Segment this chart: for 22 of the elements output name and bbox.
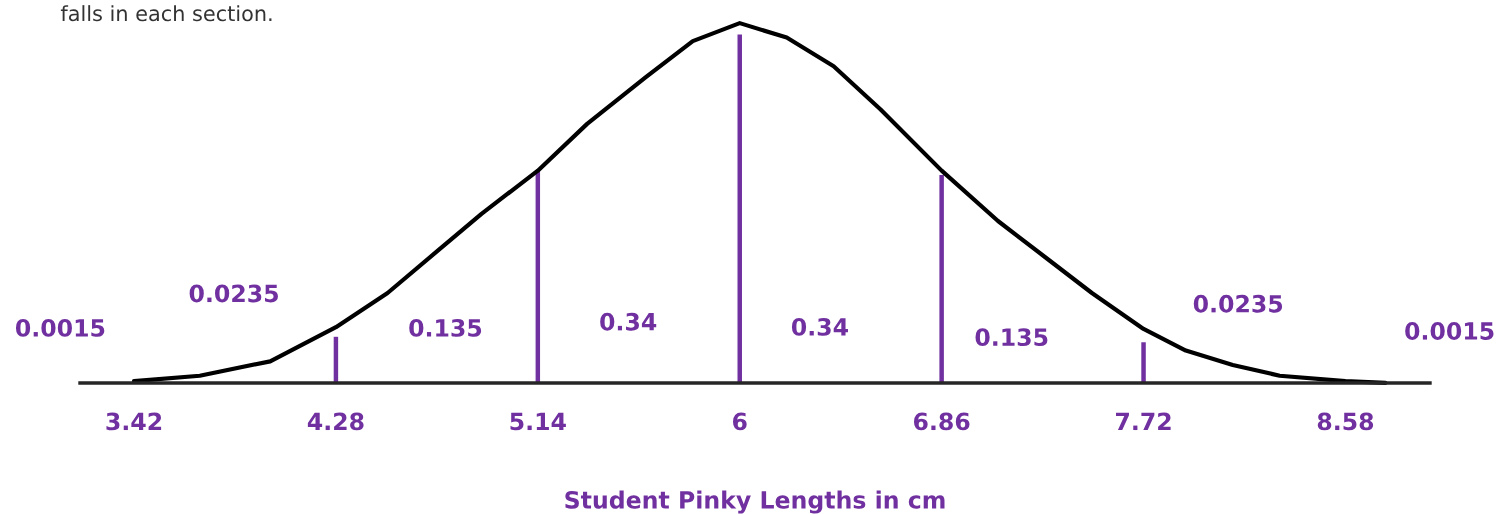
x-tick-label: 3.42: [106, 412, 162, 431]
bar: [736, 33, 744, 384]
text: falls in each section.: [60, 5, 272, 22]
annotation: 0.34: [791, 317, 848, 336]
bar: [534, 169, 542, 384]
x-tick-label: 7.72: [1116, 412, 1171, 431]
x-axis-title: Student Pinky Lengths in cm: [565, 490, 945, 514]
x-tick-label: 6: [732, 412, 747, 431]
bar: [332, 335, 340, 384]
annotation: 0.135: [975, 328, 1048, 347]
bar: [938, 173, 946, 384]
x-tick-label: 5.14: [510, 412, 566, 431]
annotation: 0.0015: [1405, 322, 1494, 340]
x-tick-label: 6.86: [913, 412, 970, 431]
annotation: 0.34: [600, 312, 657, 331]
x-tick-label: 4.28: [307, 412, 364, 431]
annotation: 0.0015: [15, 318, 105, 337]
bar: [1139, 340, 1148, 384]
x-tick-label: 8.58: [1317, 412, 1374, 431]
annotation: 0.135: [409, 318, 482, 337]
annotation: 0.0235: [1193, 294, 1283, 313]
annotation: 0.0235: [189, 284, 278, 303]
